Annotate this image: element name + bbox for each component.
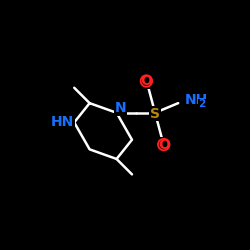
Text: HN: HN [51, 116, 74, 130]
Text: 2: 2 [198, 99, 206, 109]
Text: S: S [150, 107, 160, 121]
Text: NH: NH [185, 93, 208, 107]
Text: O: O [158, 138, 170, 151]
Text: N: N [114, 101, 126, 115]
Text: O: O [140, 74, 152, 88]
